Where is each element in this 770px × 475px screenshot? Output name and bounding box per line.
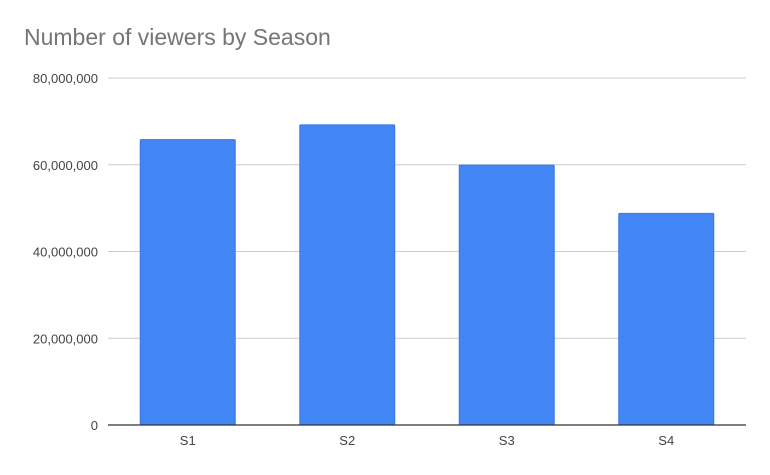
x-tick-label: S3	[499, 433, 515, 448]
y-tick-label: 60,000,000	[33, 158, 98, 173]
bar-s3	[458, 164, 555, 426]
x-tick-label: S4	[658, 433, 674, 448]
y-tick-label: 0	[91, 418, 98, 433]
y-tick-label: 80,000,000	[33, 71, 98, 86]
x-tick-label: S2	[339, 433, 355, 448]
chart-title: Number of viewers by Season	[24, 24, 331, 50]
bar-s1	[139, 139, 236, 426]
y-tick-label: 40,000,000	[33, 245, 98, 260]
bars	[139, 124, 715, 426]
y-tick-label: 20,000,000	[33, 331, 98, 346]
x-axis-ticks: S1 S2 S3 S4	[180, 433, 674, 448]
x-tick-label: S1	[180, 433, 196, 448]
bar-s2	[299, 124, 396, 426]
y-axis-ticks: 0 20,000,000 40,000,000 60,000,000 80,000,00…	[33, 71, 98, 433]
bar-s4	[618, 212, 715, 426]
